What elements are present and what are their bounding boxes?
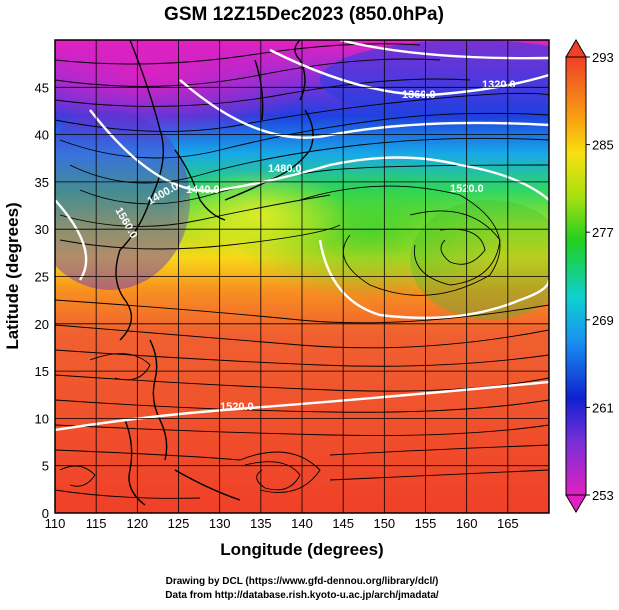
contour-label: 1440.0 — [186, 184, 220, 196]
y-tick-label: 5 — [42, 459, 49, 474]
colorbar-tick-label: 277 — [592, 225, 614, 240]
x-tick-label: 145 — [332, 516, 354, 531]
x-tick-label: 150 — [373, 516, 395, 531]
x-tick-label: 110 — [45, 516, 66, 531]
coastlines — [115, 40, 314, 506]
x-tick-label: 165 — [497, 516, 519, 531]
colorbar-tick-label: 269 — [592, 313, 614, 328]
colorbar-tick-label: 293 — [592, 50, 614, 65]
y-tick-label: 25 — [35, 270, 49, 285]
colorbar-top-arrow — [565, 39, 587, 58]
colorbar-tick-label: 285 — [592, 138, 614, 153]
x-tick-label: 130 — [209, 516, 231, 531]
plot-frame — [54, 39, 550, 514]
y-axis-label: Latitude (degrees) — [3, 202, 22, 349]
contour-label: 1520.0 — [220, 401, 254, 413]
figure-title: GSM 12Z15Dec2023 (850.0hPa) — [164, 4, 444, 25]
y-tick-label: 45 — [35, 80, 49, 95]
x-tick-label: 125 — [168, 516, 190, 531]
x-axis-label: Longitude (degrees) — [220, 540, 383, 559]
colorbar-bottom-arrow — [565, 494, 587, 513]
temperature-field — [55, 40, 549, 513]
colorbar-tick-label: 261 — [592, 400, 614, 415]
y-tick-label: 10 — [35, 411, 49, 426]
colorbar: 293 285 277 269 261 253 — [565, 39, 614, 513]
colorbar-ticks: 293 285 277 269 261 253 — [586, 50, 614, 503]
x-tick-label: 160 — [456, 516, 478, 531]
y-tick-label: 40 — [35, 128, 49, 143]
x-tick-label: 140 — [291, 516, 313, 531]
x-tick-label: 115 — [86, 516, 107, 531]
y-tick-label: 0 — [42, 506, 49, 521]
contour-label: 1360.0 — [402, 89, 436, 101]
y-tick-label: 20 — [35, 317, 49, 332]
y-tick-label: 15 — [35, 364, 49, 379]
x-tick-label: 120 — [126, 516, 148, 531]
contour-label: 1480.0 — [268, 163, 302, 175]
colorbar-tick-label: 253 — [592, 488, 614, 503]
footer-credit-line: Drawing by DCL (https://www.gfd-dennou.o… — [166, 576, 439, 587]
y-tick-labels: 0 5 10 15 20 25 30 35 40 45 — [35, 80, 49, 521]
footer-data-source-line: Data from http://database.rish.kyoto-u.a… — [165, 590, 439, 601]
colorbar-body — [565, 56, 587, 496]
contour-label: 1320.0 — [482, 79, 516, 91]
x-tick-labels: 110 115 120 125 130 135 140 145 150 155 160 165 — [45, 516, 519, 531]
x-tick-label: 135 — [250, 516, 272, 531]
y-tick-label: 35 — [35, 175, 49, 190]
y-tick-label: 30 — [35, 222, 49, 237]
x-tick-label: 155 — [415, 516, 437, 531]
